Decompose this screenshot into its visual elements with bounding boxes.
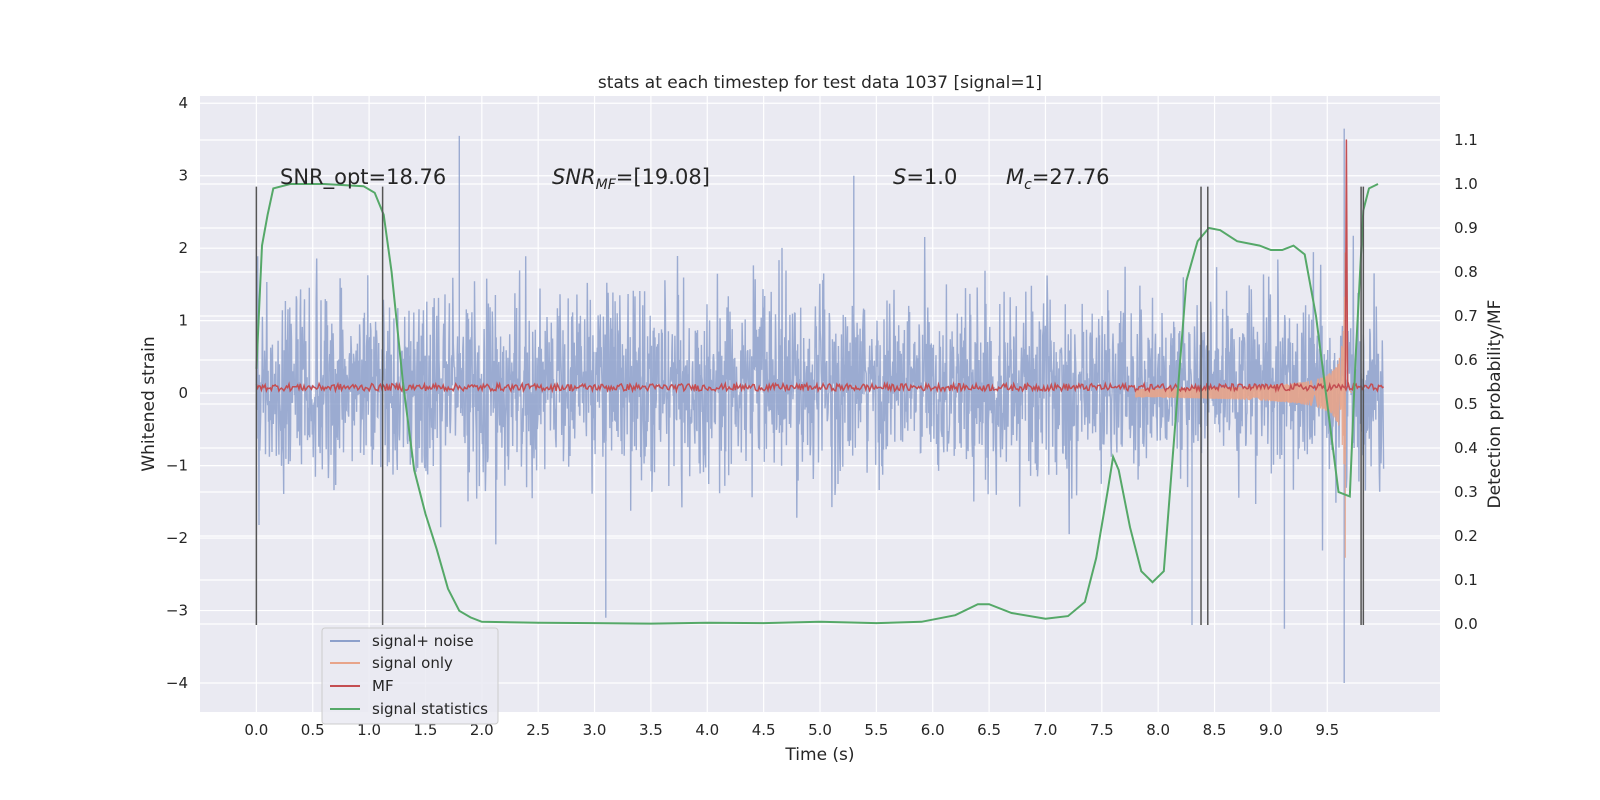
chart-title: stats at each timestep for test data 103…	[598, 73, 1042, 93]
x-tick-label: 3.5	[639, 721, 663, 739]
x-tick-label: 7.0	[1034, 721, 1058, 739]
y-axis-label: Whitened strain	[139, 336, 159, 471]
series-signal-statistics	[255, 183, 1379, 625]
legend-label-mf: MF	[372, 677, 394, 695]
x-tick-label: 1.0	[357, 721, 381, 739]
x-tick-label: 6.0	[921, 721, 945, 739]
annotation-mc-value: Mc=27.76	[1006, 165, 1110, 193]
y-tick-label: −3	[166, 602, 188, 620]
x-tick-label: 4.0	[695, 721, 719, 739]
x-tick-label: 4.5	[752, 721, 776, 739]
axis-layer: 0.0 0.5 1.0 1.5 2.0 2.5 3.0 3.5 4.0 4.5 5.0 5.5 6.0 6…	[166, 94, 1478, 739]
legend: signal+ noise signal only MF signal stat…	[321, 627, 499, 725]
annotation-snr-mf-subscript: MF	[596, 177, 617, 193]
x-tick-label: 6.5	[977, 721, 1001, 739]
y2-tick-label: 0.3	[1454, 483, 1478, 501]
x-tick-label: 9.5	[1315, 721, 1339, 739]
x-tick-label: 3.0	[583, 721, 607, 739]
data-layer	[255, 128, 1385, 683]
annotation-s-value-text: =1.0	[906, 165, 957, 189]
annotation-snr-mf-value: =[19.08]	[616, 165, 710, 189]
x-tick-label: 5.5	[864, 721, 888, 739]
y2-tick-label: 0.1	[1454, 571, 1478, 589]
y2-tick-label: 0.2	[1454, 527, 1478, 545]
vertical-markers	[255, 186, 1365, 626]
x-tick-label: 2.0	[470, 721, 494, 739]
annotation-snr-mf: SNRMF=[19.08]	[552, 165, 710, 193]
y2-tick-label: 0.5	[1454, 395, 1478, 413]
y2-tick-label: 0.0	[1454, 615, 1478, 633]
y2-tick-label: 0.6	[1454, 351, 1478, 369]
x-axis-label: Time (s)	[784, 745, 854, 765]
y-tick-label: −2	[166, 529, 188, 547]
legend-label-signal-noise: signal+ noise	[372, 632, 474, 650]
x-tick-label: 9.0	[1259, 721, 1283, 739]
x-tick-label: 8.5	[1203, 721, 1227, 739]
y2-tick-label: 0.4	[1454, 439, 1478, 457]
annotation-mc-value-text: =27.76	[1032, 165, 1110, 189]
x-tick-label: 0.0	[244, 721, 268, 739]
x-tick-label: 8.0	[1146, 721, 1170, 739]
annotation-s-value: S=1.0	[893, 165, 957, 189]
legend-frame	[321, 627, 499, 725]
legend-label-signal-statistics: signal statistics	[372, 700, 488, 718]
y2-tick-label: 0.8	[1454, 263, 1478, 281]
annotation-snr-mf-symbol: SNR	[552, 165, 596, 189]
y2-tick-label: 1.1	[1454, 131, 1478, 149]
y-tick-label: 1	[178, 312, 188, 330]
y2-tick-label: 1.0	[1454, 175, 1478, 193]
x-tick-label: 1.5	[414, 721, 438, 739]
y2-axis-label: Detection probability/MF	[1485, 300, 1505, 509]
annotation-mc-symbol: M	[1006, 165, 1024, 189]
y-tick-label: 2	[178, 239, 188, 257]
y-tick-label: −4	[166, 674, 188, 692]
annotations: SNR_opt=18.76 SNRMF=[19.08] S=1.0 Mc=27.…	[280, 165, 1110, 193]
series-signal-noise	[255, 128, 1385, 683]
y-tick-label: −1	[166, 457, 188, 475]
x-tick-label: 2.5	[526, 721, 550, 739]
annotation-snr-opt: SNR_opt=18.76	[280, 165, 446, 190]
annotation-mc-subscript: c	[1024, 177, 1032, 193]
y-tick-label: 3	[178, 167, 188, 185]
y2-tick-label: 0.9	[1454, 219, 1478, 237]
y-tick-label: 0	[178, 384, 188, 402]
x-tick-label: 0.5	[301, 721, 325, 739]
annotation-s-symbol: S	[893, 165, 906, 189]
legend-label-signal-only: signal only	[372, 654, 453, 672]
x-tick-label: 5.0	[808, 721, 832, 739]
y-tick-label: 4	[178, 94, 188, 112]
y2-tick-label: 0.7	[1454, 307, 1478, 325]
series-mf	[255, 139, 1385, 394]
x-tick-label: 7.5	[1090, 721, 1114, 739]
